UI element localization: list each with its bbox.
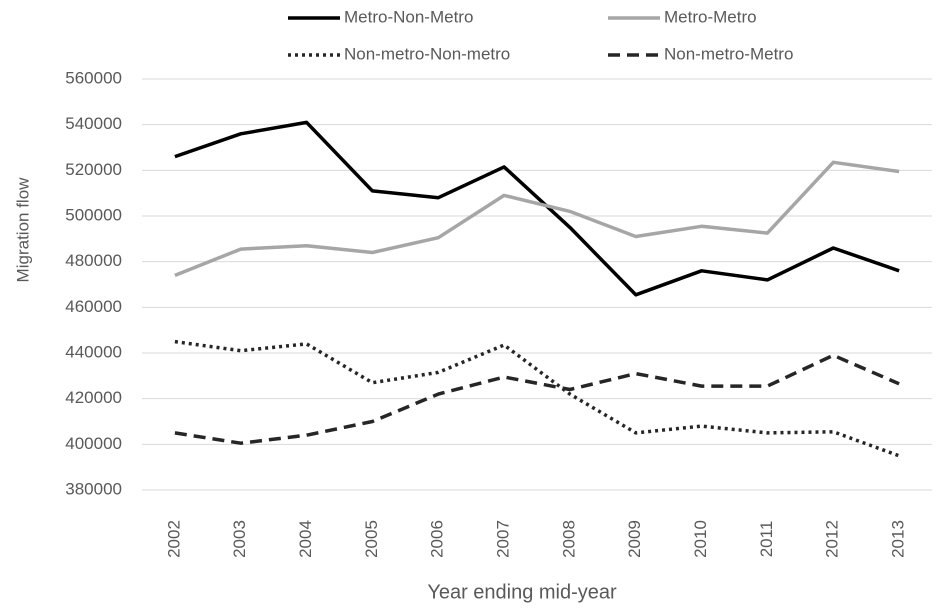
- y-tick-label: 540000: [65, 114, 122, 133]
- legend-label: Metro-Non-Metro: [344, 7, 473, 26]
- series-line: [174, 160, 900, 278]
- y-tick-label: 520000: [65, 160, 122, 179]
- x-tick-label: 2004: [296, 520, 315, 558]
- y-tick-label: 420000: [65, 388, 122, 407]
- x-tick-label: 2009: [625, 520, 644, 558]
- series-line: [174, 353, 900, 445]
- x-tick-label: 2002: [164, 520, 183, 558]
- x-tick-label: 2012: [823, 520, 842, 558]
- y-tick-label: 560000: [65, 68, 122, 87]
- y-tick-label: 460000: [65, 297, 122, 316]
- y-tick-label: 380000: [65, 479, 122, 498]
- series-line: [174, 339, 900, 458]
- y-axis-title: Migration flow: [13, 177, 32, 283]
- y-tick-label: 480000: [65, 251, 122, 270]
- legend-label: Metro-Metro: [664, 7, 757, 26]
- x-tick-label: 2005: [362, 520, 381, 558]
- x-tick-label: 2007: [494, 520, 513, 558]
- y-tick-label: 500000: [65, 205, 122, 224]
- x-tick-label: 2003: [230, 520, 249, 558]
- x-tick-label: 2013: [889, 520, 908, 558]
- legend-label: Non-metro-Non-metro: [344, 44, 510, 63]
- legend-label: Non-metro-Metro: [664, 44, 793, 63]
- x-tick-label: 2010: [691, 520, 710, 558]
- y-tick-label: 440000: [65, 342, 122, 361]
- x-tick-label: 2008: [559, 520, 578, 558]
- x-axis-title: Year ending mid-year: [427, 581, 617, 603]
- y-tick-label: 400000: [65, 434, 122, 453]
- x-tick-label: 2006: [428, 520, 447, 558]
- x-tick-label: 2011: [757, 521, 776, 558]
- series-line: [174, 120, 900, 297]
